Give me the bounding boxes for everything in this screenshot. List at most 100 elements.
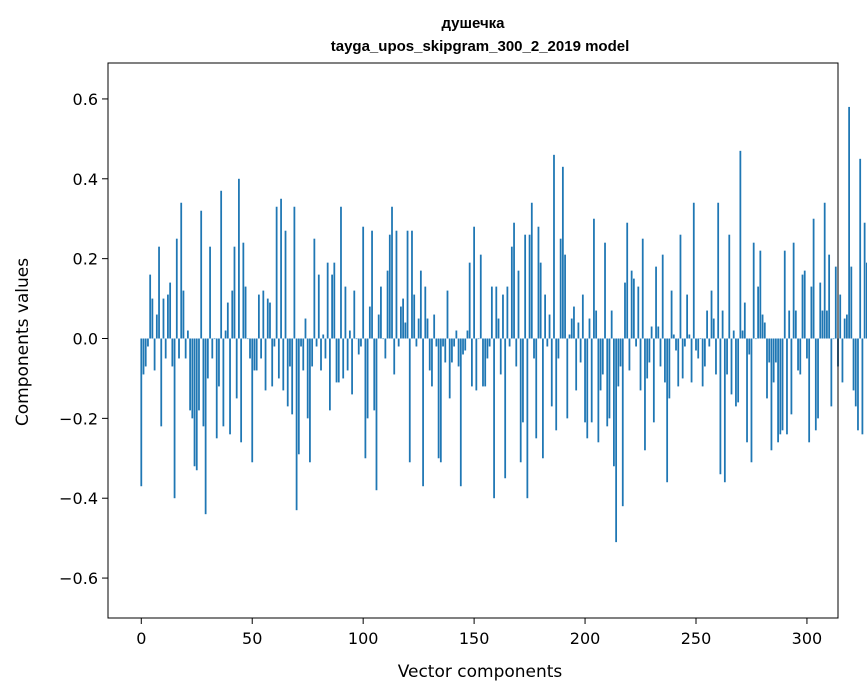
bar xyxy=(797,338,799,371)
bar xyxy=(393,338,396,375)
bar xyxy=(368,306,371,339)
bar xyxy=(677,338,680,387)
bar xyxy=(513,222,515,339)
bar xyxy=(768,338,771,363)
bar xyxy=(710,290,713,339)
bar xyxy=(360,338,362,347)
bar xyxy=(617,338,620,387)
bar xyxy=(222,338,225,427)
bar xyxy=(397,338,400,347)
bar xyxy=(668,338,671,399)
bar xyxy=(690,338,693,383)
bar xyxy=(615,338,618,543)
bar xyxy=(750,338,753,463)
bar xyxy=(535,338,538,439)
bar xyxy=(451,338,453,363)
bar xyxy=(559,238,562,339)
bar xyxy=(726,338,728,375)
bar xyxy=(142,338,145,375)
bar xyxy=(351,338,353,395)
bar xyxy=(155,314,158,339)
bar xyxy=(759,250,762,339)
bar xyxy=(692,202,695,339)
bar xyxy=(553,154,555,339)
bar xyxy=(806,338,808,359)
bar xyxy=(539,262,542,339)
bar xyxy=(195,338,198,471)
bar xyxy=(652,338,655,423)
bar xyxy=(843,318,846,339)
bar xyxy=(499,338,502,375)
bar xyxy=(164,338,167,359)
bar xyxy=(424,286,427,339)
bar xyxy=(459,338,462,487)
bar xyxy=(832,338,835,340)
bar xyxy=(528,234,531,339)
bar xyxy=(244,286,247,339)
bar xyxy=(333,262,336,339)
bar xyxy=(315,338,318,347)
plot-frame xyxy=(107,62,839,619)
y-tick-label: 0.0 xyxy=(73,330,98,349)
bar xyxy=(264,338,267,391)
bar xyxy=(229,338,231,435)
bar xyxy=(688,334,691,339)
bar xyxy=(184,338,187,359)
bar xyxy=(670,290,673,339)
bar xyxy=(342,338,345,379)
bar xyxy=(719,338,722,475)
bar xyxy=(255,338,258,371)
bar xyxy=(863,222,866,339)
bar xyxy=(774,338,777,363)
bar xyxy=(295,338,298,511)
bar xyxy=(508,338,511,347)
bar xyxy=(453,338,456,347)
bar xyxy=(382,338,385,340)
bar xyxy=(364,338,367,459)
bar xyxy=(431,338,433,387)
bar xyxy=(324,338,327,359)
bar xyxy=(400,306,402,339)
bar xyxy=(544,294,546,339)
bar xyxy=(814,338,817,431)
bar xyxy=(697,338,700,359)
bar xyxy=(337,338,340,383)
bar xyxy=(482,338,484,387)
bar xyxy=(721,310,724,339)
bar xyxy=(235,338,238,399)
bar xyxy=(763,322,766,339)
bar xyxy=(444,338,447,363)
bar xyxy=(723,338,726,483)
bar xyxy=(180,202,183,339)
y-tick-label: 0.4 xyxy=(73,170,98,189)
y-tick-label: −0.2 xyxy=(59,409,98,428)
x-tick-label: 0 xyxy=(136,629,146,648)
bar xyxy=(526,338,529,499)
bar xyxy=(799,338,802,375)
bar xyxy=(619,338,622,367)
bar xyxy=(650,326,653,339)
bar xyxy=(344,286,347,339)
x-tick-label: 200 xyxy=(570,629,601,648)
bar xyxy=(402,298,404,339)
bar xyxy=(468,262,471,339)
bar xyxy=(786,338,788,435)
x-axis-ticks: 0 50 100 150 200 250 300 xyxy=(136,618,822,648)
bar xyxy=(213,338,216,340)
x-tick-label: 50 xyxy=(242,629,262,648)
bar xyxy=(226,302,229,339)
bar xyxy=(289,338,291,367)
bar xyxy=(679,234,682,339)
bar xyxy=(266,298,269,339)
bar xyxy=(408,338,411,463)
bar xyxy=(490,286,493,339)
bar xyxy=(757,286,760,339)
bar xyxy=(537,226,540,339)
bar xyxy=(561,166,564,339)
bar xyxy=(193,338,196,467)
bar xyxy=(728,234,731,339)
bar xyxy=(457,338,460,367)
bar xyxy=(297,338,300,455)
bar xyxy=(699,338,702,340)
bar xyxy=(755,338,757,340)
